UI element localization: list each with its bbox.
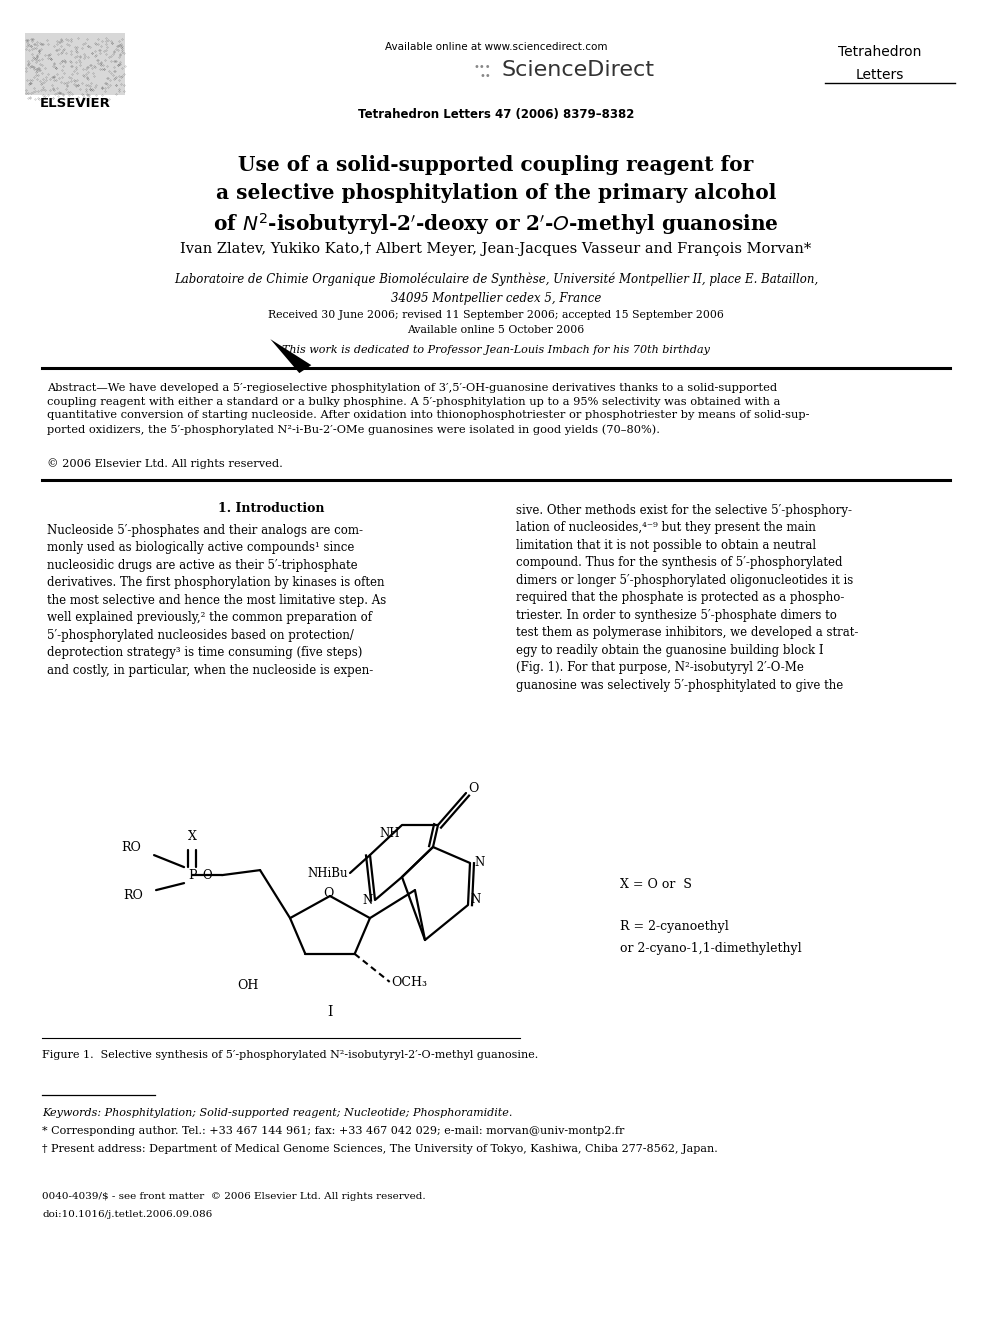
Text: 34095 Montpellier cedex 5, France: 34095 Montpellier cedex 5, France	[391, 292, 601, 306]
Text: RO: RO	[123, 889, 143, 901]
Text: R = 2-cyanoethyl: R = 2-cyanoethyl	[620, 919, 729, 933]
Text: Laboratoire de Chimie Organique Biomoléculaire de Synthèse, Université Montpelli: Laboratoire de Chimie Organique Biomoléc…	[174, 273, 818, 287]
Text: N: N	[474, 856, 484, 869]
Text: Letters: Letters	[856, 67, 904, 82]
Text: Received 30 June 2006; revised 11 September 2006; accepted 15 September 2006: Received 30 June 2006; revised 11 Septem…	[268, 310, 724, 320]
Text: Tetrahedron: Tetrahedron	[838, 45, 922, 60]
Text: O: O	[202, 869, 212, 881]
Text: Available online at www.sciencedirect.com: Available online at www.sciencedirect.co…	[385, 42, 607, 52]
Polygon shape	[270, 339, 311, 373]
Text: RO: RO	[121, 840, 141, 853]
Bar	[25, 33, 125, 95]
Text: •••
••: ••• ••	[473, 62, 491, 81]
Text: N: N	[470, 893, 480, 906]
Text: This work is dedicated to Professor Jean-Louis Imbach for his 70th birthday: This work is dedicated to Professor Jean…	[282, 345, 710, 355]
Text: Nucleoside 5′-phosphates and their analogs are com-
monly used as biologically a: Nucleoside 5′-phosphates and their analo…	[47, 524, 386, 677]
Text: Keywords: Phosphitylation; Solid-supported reagent; Nucleotide; Phosphoramidite.: Keywords: Phosphitylation; Solid-support…	[42, 1107, 513, 1118]
Text: Tetrahedron Letters 47 (2006) 8379–8382: Tetrahedron Letters 47 (2006) 8379–8382	[358, 108, 634, 120]
Text: doi:10.1016/j.tetlet.2006.09.086: doi:10.1016/j.tetlet.2006.09.086	[42, 1211, 212, 1218]
Text: Abstract—We have developed a 5′-regioselective phosphitylation of 3′,5′-OH-guano: Abstract—We have developed a 5′-regiosel…	[47, 382, 809, 435]
Text: ScienceDirect: ScienceDirect	[501, 60, 654, 79]
Text: O: O	[468, 782, 478, 795]
Text: * Corresponding author. Tel.: +33 467 144 961; fax: +33 467 042 029; e-mail: mor: * Corresponding author. Tel.: +33 467 14…	[42, 1126, 624, 1136]
Text: sive. Other methods exist for the selective 5′-phosphory-
lation of nucleosides,: sive. Other methods exist for the select…	[516, 504, 858, 692]
Text: OH: OH	[237, 979, 258, 992]
Text: a selective phosphitylation of the primary alcohol: a selective phosphitylation of the prima…	[216, 183, 776, 202]
Text: 1. Introduction: 1. Introduction	[218, 501, 324, 515]
Text: of $\mathit{N}^2$-isobutyryl-2$'$-deoxy or 2$'$-$\mathit{O}$-methyl guanosine: of $\mathit{N}^2$-isobutyryl-2$'$-deoxy …	[213, 210, 779, 237]
Text: O: O	[322, 888, 333, 901]
Text: I: I	[327, 1005, 332, 1019]
Text: N: N	[363, 893, 373, 906]
Text: 0040-4039/$ - see front matter  © 2006 Elsevier Ltd. All rights reserved.: 0040-4039/$ - see front matter © 2006 El…	[42, 1192, 426, 1201]
Text: † Present address: Department of Medical Genome Sciences, The University of Toky: † Present address: Department of Medical…	[42, 1144, 718, 1154]
Text: Ivan Zlatev, Yukiko Kato,† Albert Meyer, Jean-Jacques Vasseur and François Morva: Ivan Zlatev, Yukiko Kato,† Albert Meyer,…	[181, 242, 811, 255]
Text: OCH₃: OCH₃	[392, 976, 428, 990]
Text: X = O or  S: X = O or S	[620, 878, 691, 890]
Text: Figure 1.  Selective synthesis of 5′-phosphorylated N²-isobutyryl-2′-O-methyl gu: Figure 1. Selective synthesis of 5′-phos…	[42, 1050, 539, 1060]
Text: X: X	[187, 830, 196, 843]
Text: or 2-cyano-1,1-dimethylethyl: or 2-cyano-1,1-dimethylethyl	[620, 942, 802, 955]
Text: NHiBu: NHiBu	[308, 868, 348, 881]
Text: ELSEVIER: ELSEVIER	[40, 97, 110, 110]
Text: P: P	[187, 869, 196, 881]
Text: © 2006 Elsevier Ltd. All rights reserved.: © 2006 Elsevier Ltd. All rights reserved…	[47, 458, 283, 468]
Text: Available online 5 October 2006: Available online 5 October 2006	[408, 325, 584, 335]
Text: Use of a solid-supported coupling reagent for: Use of a solid-supported coupling reagen…	[238, 155, 754, 175]
Text: NH: NH	[380, 827, 400, 840]
